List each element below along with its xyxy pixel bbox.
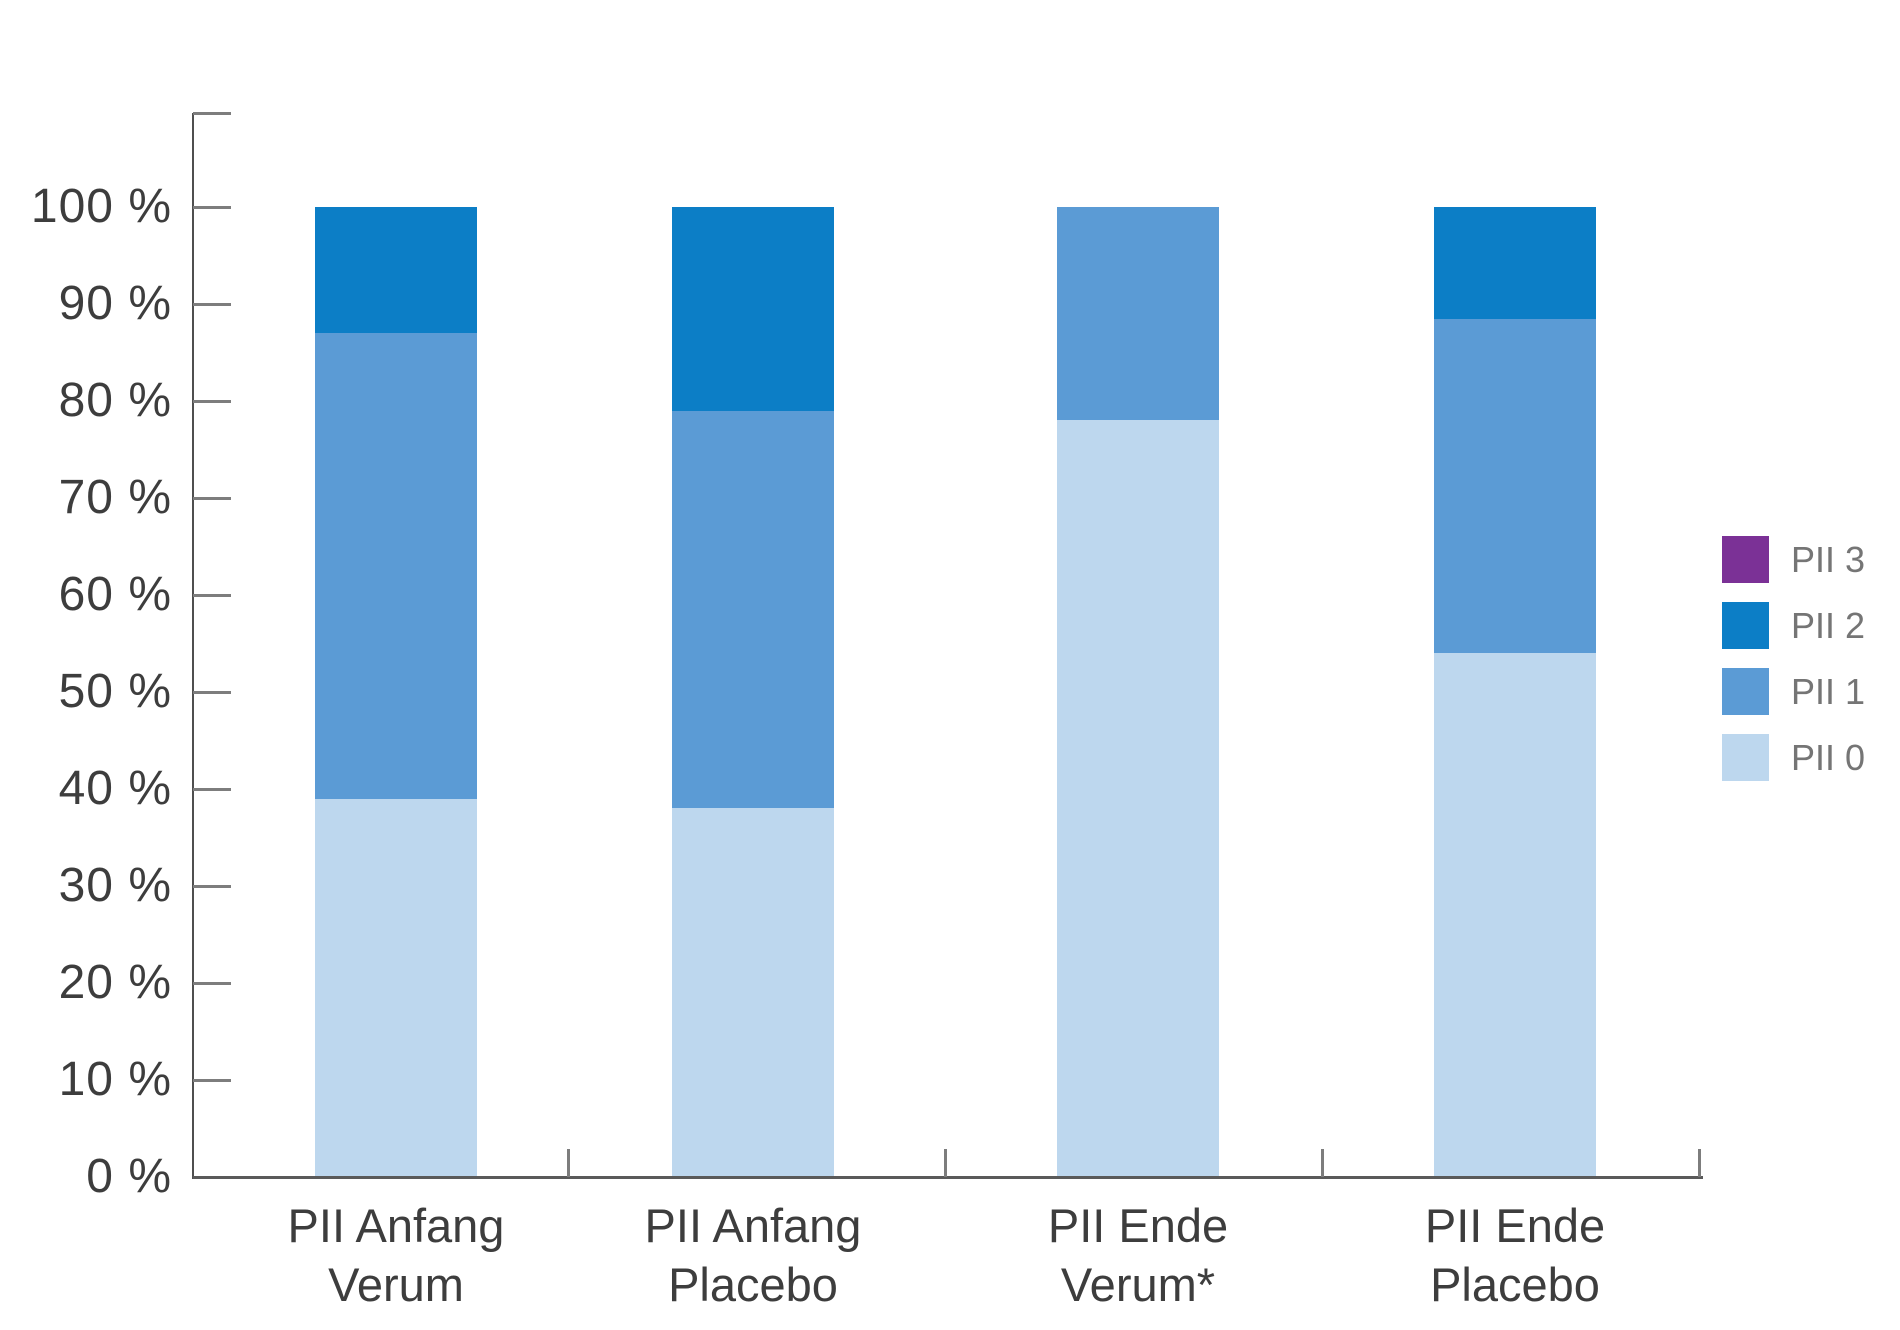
x-category-label-line2: Placebo	[668, 1258, 838, 1311]
bar-segment-pii-0	[315, 798, 477, 1177]
x-category-label: PII Ende Placebo	[1265, 1196, 1765, 1314]
x-axis-line	[193, 1176, 1703, 1179]
x-category-label-line1: PII Ende	[1047, 1199, 1229, 1252]
x-category-label-line1: PII Ende	[1424, 1199, 1606, 1252]
bar-segment-pii-1	[315, 333, 477, 799]
y-tick	[193, 788, 231, 791]
x-category-label-line2: Placebo	[1430, 1258, 1600, 1311]
y-tick	[193, 982, 231, 985]
y-axis-cap-tick	[193, 112, 231, 115]
y-tick-label: 60 %	[58, 568, 172, 621]
legend-label: PII 2	[1791, 605, 1866, 646]
y-tick	[193, 594, 231, 597]
bar-segment-pii-0	[1057, 420, 1219, 1177]
y-tick	[193, 497, 231, 500]
x-category-label: PII Anfang Verum	[146, 1196, 646, 1314]
y-tick-label: 20 %	[58, 956, 172, 1009]
x-category-label: PII Ende Verum*	[888, 1196, 1388, 1314]
legend-swatch-pii-3	[1722, 536, 1769, 583]
bar-segment-pii-2	[315, 207, 477, 334]
y-tick-label: 80 %	[58, 374, 172, 427]
x-category-label-line1: PII Anfang	[644, 1199, 862, 1252]
bar-segment-pii-1	[672, 410, 834, 809]
y-tick-label: 40 %	[58, 762, 172, 815]
legend-label: PII 1	[1791, 671, 1866, 712]
y-tick	[193, 885, 231, 888]
x-category-label-line1: PII Anfang	[287, 1199, 505, 1252]
y-tick-label: 0 %	[86, 1150, 172, 1203]
bar-segment-pii-0	[672, 808, 834, 1177]
y-tick	[193, 206, 231, 209]
bar-segment-pii-0	[1434, 653, 1596, 1177]
bar-segment-pii-1	[1434, 318, 1596, 654]
y-tick-label: 90 %	[58, 277, 172, 330]
y-tick-label: 10 %	[58, 1053, 172, 1106]
y-tick-label: 50 %	[58, 665, 172, 718]
x-tick	[944, 1149, 947, 1177]
legend-label: PII 3	[1791, 539, 1866, 580]
bar-segment-pii-2	[672, 207, 834, 411]
x-category-label-line2: Verum*	[1060, 1258, 1216, 1311]
x-tick	[567, 1149, 570, 1177]
y-tick-label: 70 %	[58, 471, 172, 524]
bar-segment-pii-2	[1434, 207, 1596, 319]
x-tick	[1698, 1149, 1701, 1177]
bar-segment-pii-1	[1057, 207, 1219, 421]
x-category-label-line2: Verum	[328, 1258, 464, 1311]
x-tick	[1321, 1149, 1324, 1177]
y-tick	[193, 691, 231, 694]
legend-swatch-pii-1	[1722, 668, 1769, 715]
y-tick	[193, 400, 231, 403]
legend-swatch-pii-2	[1722, 602, 1769, 649]
y-tick-label: 100 %	[30, 180, 172, 233]
x-category-label: PII Anfang Placebo	[503, 1196, 1003, 1314]
legend-label: PII 0	[1791, 737, 1866, 778]
y-tick	[193, 303, 231, 306]
legend-swatch-pii-0	[1722, 734, 1769, 781]
y-axis-line	[192, 113, 194, 1179]
y-tick-label: 30 %	[58, 859, 172, 912]
y-tick	[193, 1079, 231, 1082]
